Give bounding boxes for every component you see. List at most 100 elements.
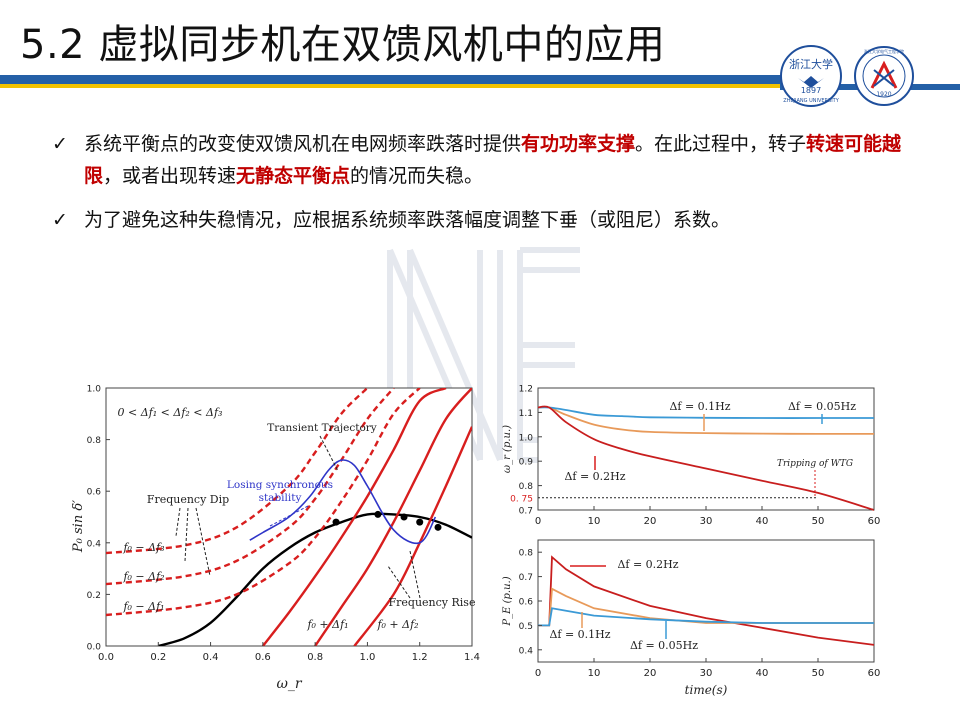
college-logo-text: 浙江大学电气工程学院 xyxy=(864,48,904,54)
slide-title: 5.2 虚拟同步机在双馈风机中的应用 xyxy=(20,22,666,68)
rt-xtick-label: 30 xyxy=(700,516,713,527)
rt-xtick-label: 20 xyxy=(644,516,657,527)
left-label-f0-minus-df3: f₀ − Δf₃ xyxy=(122,541,164,554)
left-ytick-label: 1.0 xyxy=(87,385,102,395)
rb-ytick-label: 0.6 xyxy=(519,598,534,608)
bullet-item-2: ✓ 为了避免这种失稳情况，应根据系统频率跌落幅度调整下垂（或阻尼）系数。 xyxy=(52,204,932,236)
left-arrow-rise xyxy=(387,550,421,599)
header-bar-blue xyxy=(0,75,790,84)
checkmark-icon: ✓ xyxy=(52,209,68,231)
left-ytick-label: 0.8 xyxy=(87,436,102,446)
left-xtick-label: 0.4 xyxy=(203,652,219,663)
rt-ytick-label: 0.9 xyxy=(519,458,534,468)
left-annotation-inequality: 0 < Δf₁ < Δf₂ < Δf₃ xyxy=(118,406,223,419)
rt-annotation-0p2: Δf = 0.2Hz xyxy=(564,470,625,483)
rb-ytick-label: 0.5 xyxy=(519,622,533,632)
bullet-1-part-3: ，或者出现转速 xyxy=(103,165,237,187)
left-label-f0-plus-df2: f₀ + Δf₂ xyxy=(376,618,418,631)
left-xtick-label: 1.4 xyxy=(464,652,480,663)
left-chart-plot xyxy=(106,388,472,646)
left-annotation-stability: stability xyxy=(259,492,302,504)
rt-annotation-0p1: Δf = 0.1Hz xyxy=(669,400,730,413)
left-series-6 xyxy=(106,388,369,555)
left-equilibrium-marker xyxy=(374,510,382,518)
left-xtick-label: 0.2 xyxy=(150,652,166,663)
left-series-5 xyxy=(106,388,395,586)
left-annotation-dip: Frequency Dip xyxy=(147,493,229,506)
rt-xtick-label: 50 xyxy=(812,516,825,527)
rb-series-2 xyxy=(538,607,874,627)
bullet-item-1: ✓ 系统平衡点的改变使双馈风机在电网频率跌落时提供有功功率支撑。在此过程中，转子… xyxy=(52,128,932,192)
left-equilibrium-marker xyxy=(400,513,408,521)
right-top-chart-plot xyxy=(537,405,875,511)
left-label-f0-minus-df1: f₀ − Δf₁ xyxy=(122,600,164,613)
figure-panel: 0.0 0.2 0.4 0.6 0.8 1.0 1.2 1.4 0.0 0.2 0.4 0.6 0.8 1… xyxy=(71,385,880,698)
left-ytick-label: 0.4 xyxy=(87,539,102,549)
rb-xtick-label: 0 xyxy=(535,668,541,679)
rt-ytick-label: 1.2 xyxy=(519,385,533,395)
rb-annotation-0p05: Δf = 0.05Hz xyxy=(630,639,698,652)
left-equilibrium-marker xyxy=(332,518,340,526)
left-ytick-label: 0.0 xyxy=(87,643,102,653)
bullet-1-part-1: 系统平衡点的改变使双馈风机在电网频率跌落时提供 xyxy=(84,133,522,155)
zju-logo-year: 1897 xyxy=(801,86,821,95)
left-x-axis-label: ω_r xyxy=(276,676,302,692)
left-annotation-transient: Transient Trajectory xyxy=(267,422,377,434)
left-equilibrium-marker xyxy=(434,523,442,531)
rb-x-axis-label: time(s) xyxy=(685,683,728,697)
rb-y-axis-label: P_E (p.u.) xyxy=(502,576,513,626)
rb-annotation-0p1: Δf = 0.1Hz xyxy=(549,628,610,641)
left-y-axis-label: P₀ sin δ′ xyxy=(71,500,86,553)
left-series-2 xyxy=(314,388,472,646)
left-xtick-label: 1.0 xyxy=(359,652,375,663)
bullet-1-highlight-1: 有功功率支撑 xyxy=(521,133,636,155)
rt-series-1 xyxy=(537,406,874,419)
rb-xtick-label: 10 xyxy=(588,668,601,679)
left-series-4 xyxy=(106,388,421,617)
rt-series-0 xyxy=(537,406,874,435)
bullet-1-part-2: 。在此过程中，转子 xyxy=(635,133,807,155)
rb-xtick-label: 40 xyxy=(756,668,769,679)
checkmark-icon: ✓ xyxy=(52,133,68,155)
rb-ytick-label: 0.8 xyxy=(519,549,534,559)
rt-annotation-trip: Tripping of WTG xyxy=(777,459,853,469)
rb-ytick-label: 0.7 xyxy=(519,573,533,583)
rt-xtick-label: 60 xyxy=(868,516,881,527)
rb-ytick-label: 0.4 xyxy=(519,646,534,656)
right-bottom-chart-axes: 0 10 20 30 40 50 60 0.8 0.7 0.6 0.5 0.4 P_E (p.u.) ti… xyxy=(502,549,880,697)
zju-logo-en: ZHEJIANG UNIVERSITY xyxy=(783,98,840,104)
rt-xtick-label: 40 xyxy=(756,516,769,527)
rb-xtick-label: 60 xyxy=(868,668,881,679)
bullet-list: ✓ 系统平衡点的改变使双馈风机在电网频率跌落时提供有功功率支撑。在此过程中，转子… xyxy=(52,128,932,248)
left-xtick-label: 0.8 xyxy=(307,652,323,663)
left-series-group xyxy=(106,388,472,646)
rt-ytick-label: 1.0 xyxy=(519,433,534,443)
header-bar-yellow xyxy=(0,84,790,88)
rt-ytick-label: 0.8 xyxy=(519,482,534,492)
rt-xtick-label: 0 xyxy=(535,516,541,527)
rt-y-axis-label: ω_r (p.u.) xyxy=(502,425,513,473)
left-ytick-label: 0.2 xyxy=(87,591,101,601)
right-bottom-chart-frame xyxy=(537,539,875,663)
bullet-1-highlight-2: 转速可能越限 xyxy=(84,133,902,187)
college-logo: 1920 浙江大学电气工程学院 xyxy=(854,46,914,106)
left-xtick-label: 0.0 xyxy=(98,652,114,663)
left-xtick-label: 1.2 xyxy=(412,652,428,663)
college-logo-year: 1920 xyxy=(876,91,891,98)
right-top-chart-axes: 0 10 20 30 40 50 60 1.2 1.1 1.0 0.9 0.8 0.7 ω_r (p.u.… xyxy=(502,385,880,528)
rb-annotation-0p2: Δf = 0.2Hz xyxy=(617,558,678,571)
rt-ytick-label: 0.7 xyxy=(519,507,533,517)
rb-xtick-label: 30 xyxy=(700,668,713,679)
rt-annotation-0p05: Δf = 0.05Hz xyxy=(788,400,856,413)
left-arrow-dip xyxy=(175,507,211,577)
bullet-2-text: 为了避免这种失稳情况，应根据系统频率跌落幅度调整下垂（或阻尼）系数。 xyxy=(84,209,731,231)
zju-logo-text: 浙江大学 xyxy=(789,57,833,71)
rb-series-0 xyxy=(538,555,875,646)
left-arrow-transient xyxy=(319,435,339,472)
left-series-3 xyxy=(261,388,447,646)
left-annotation-rise: Frequency Rise xyxy=(389,596,476,609)
rb-xtick-label: 50 xyxy=(812,668,825,679)
rt-ytick-label: 1.1 xyxy=(519,409,533,419)
left-arrow-losing xyxy=(269,505,309,527)
left-chart-axes: 0.0 0.2 0.4 0.6 0.8 1.0 1.2 1.4 0.0 0.2 0.4 0.6 0.8 1… xyxy=(71,385,480,693)
